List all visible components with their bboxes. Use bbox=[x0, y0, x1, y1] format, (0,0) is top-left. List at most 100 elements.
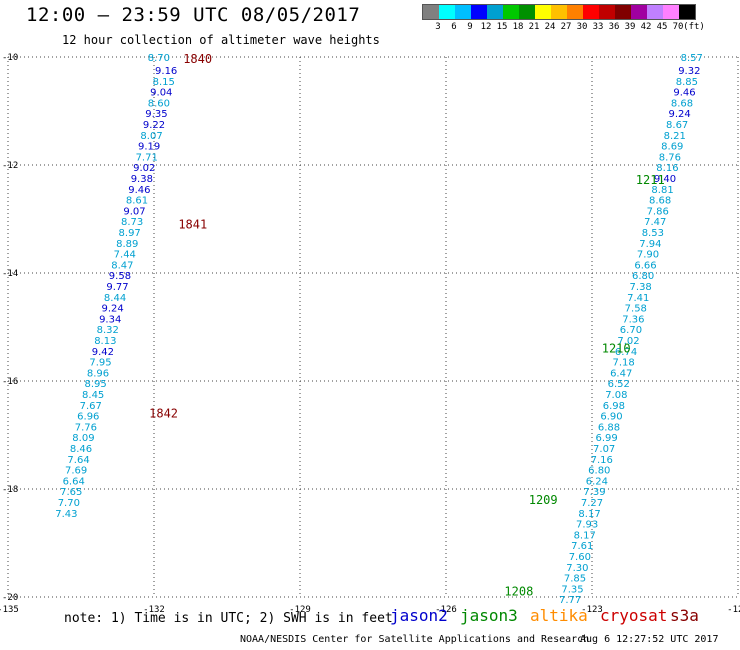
y-tick-label: -14 bbox=[2, 269, 18, 279]
wave-height-label: 9.22 bbox=[143, 120, 165, 131]
wave-height-label: 8.21 bbox=[664, 131, 686, 142]
map-subtitle: 12 hour collection of altimeter wave hei… bbox=[62, 33, 380, 47]
legend-swatch bbox=[503, 5, 519, 19]
legend-swatch bbox=[631, 5, 647, 19]
generation-timestamp: Aug 6 12:27:52 UTC 2017 bbox=[580, 634, 719, 645]
wave-height-label: 6.47 bbox=[610, 368, 632, 379]
wave-height-label: 7.76 bbox=[75, 422, 97, 433]
wave-height-label: 6.88 bbox=[598, 422, 620, 433]
x-tick-label: -129 bbox=[289, 605, 311, 615]
wave-height-label: 9.24 bbox=[102, 304, 124, 315]
wave-height-label: 7.70 bbox=[58, 498, 80, 509]
wave-height-label: 8.76 bbox=[659, 152, 681, 163]
satellite-legend-altika: altika bbox=[530, 606, 588, 625]
wave-height-label: 6.52 bbox=[608, 379, 630, 390]
legend-label: 21 bbox=[528, 22, 540, 32]
wave-height-label: 8.09 bbox=[72, 433, 94, 444]
wave-height-label: 8.70 bbox=[148, 53, 170, 64]
orbit-time-label: 1211 bbox=[636, 173, 665, 187]
legend-swatch bbox=[423, 5, 439, 19]
wave-height-label: 9.07 bbox=[123, 206, 145, 217]
legend-label: (ft) bbox=[683, 22, 705, 32]
satellite-legend-jason3: jason3 bbox=[460, 606, 518, 625]
orbit-time-label: 1840 bbox=[183, 52, 212, 66]
wave-height-label: 8.68 bbox=[649, 196, 671, 207]
wave-height-label: 8.47 bbox=[111, 260, 133, 271]
legend-label: 9 bbox=[467, 22, 473, 32]
wave-height-label: 8.81 bbox=[651, 185, 673, 196]
wave-height-label: 9.35 bbox=[145, 109, 167, 120]
legend-swatch bbox=[455, 5, 471, 19]
legend-swatch bbox=[663, 5, 679, 19]
x-tick-label: -135 bbox=[0, 605, 19, 615]
orbit-time-label: 1209 bbox=[529, 493, 558, 507]
wave-height-label: 7.90 bbox=[637, 250, 659, 261]
footer-note: note: 1) Time is in UTC; 2) SWH is in fe… bbox=[64, 611, 393, 626]
wave-height-label: 9.58 bbox=[109, 271, 131, 282]
x-tick-label: -132 bbox=[143, 605, 165, 615]
wave-height-label: 9.77 bbox=[106, 282, 128, 293]
wave-height-label: 7.43 bbox=[55, 509, 77, 520]
wave-height-label: 7.18 bbox=[613, 358, 635, 369]
wave-height-label: 8.32 bbox=[97, 325, 119, 336]
wave-height-label: 7.61 bbox=[571, 541, 593, 552]
wave-height-label: 8.95 bbox=[84, 379, 106, 390]
legend-label: 42 bbox=[640, 22, 652, 32]
credit-line: NOAA/NESDIS Center for Satellite Applica… bbox=[240, 634, 590, 645]
legend-swatch bbox=[647, 5, 663, 19]
wave-height-label: 8.16 bbox=[656, 163, 678, 174]
wave-height-label: 8.67 bbox=[666, 120, 688, 131]
legend-swatch bbox=[487, 5, 503, 19]
wave-height-label: 9.40 bbox=[654, 174, 676, 185]
wave-height-label: 7.94 bbox=[639, 239, 661, 250]
wave-height-label: 7.07 bbox=[593, 444, 615, 455]
wave-height-label: 6.90 bbox=[600, 412, 622, 423]
legend-labels: 3 6 9 12 15 18 21 24 27 30 33 36 39 42 45 70 (ft) bbox=[422, 20, 705, 34]
orbit-time-label: 1841 bbox=[178, 217, 207, 231]
wave-height-label: 6.96 bbox=[77, 412, 99, 423]
orbit-time-label: 1842 bbox=[149, 406, 178, 420]
wave-height-label: 7.65 bbox=[60, 487, 82, 498]
legend-swatch bbox=[551, 5, 567, 19]
wave-height-label: 9.32 bbox=[678, 66, 700, 77]
wave-height-label: 7.27 bbox=[581, 498, 603, 509]
y-tick-label: -20 bbox=[2, 593, 18, 603]
wave-height-label: 6.66 bbox=[634, 260, 656, 271]
legend-label: 39 bbox=[624, 22, 636, 32]
x-tick-label: -123 bbox=[581, 605, 603, 615]
wave-height-label: 6.64 bbox=[63, 476, 85, 487]
legend-label: 30 bbox=[576, 22, 588, 32]
wave-height-label: 6.80 bbox=[588, 466, 610, 477]
wave-height-label: 8.85 bbox=[676, 77, 698, 88]
wave-height-label: 7.44 bbox=[114, 250, 136, 261]
wave-height-label: 6.70 bbox=[620, 325, 642, 336]
y-tick-label: -18 bbox=[2, 485, 18, 495]
wave-height-label: 7.16 bbox=[591, 455, 613, 466]
x-tick-label: -120 bbox=[727, 605, 740, 615]
wave-height-label: 7.39 bbox=[583, 487, 605, 498]
wave-height-label: 7.85 bbox=[564, 574, 586, 585]
wave-height-label: 7.77 bbox=[559, 595, 581, 606]
wave-height-label: 7.93 bbox=[576, 520, 598, 531]
wave-height-label: 7.47 bbox=[644, 217, 666, 228]
orbit-time-label: 1210 bbox=[602, 342, 631, 356]
wave-height-label: 9.42 bbox=[92, 347, 114, 358]
map-title: 12:00 — 23:59 UTC 08/05/2017 bbox=[26, 4, 361, 26]
wave-height-label: 6.24 bbox=[586, 476, 608, 487]
wave-height-label: 9.04 bbox=[150, 88, 172, 99]
wave-height-label: 8.96 bbox=[87, 368, 109, 379]
legend-label: 27 bbox=[560, 22, 572, 32]
x-tick-label: -126 bbox=[435, 605, 457, 615]
wave-height-label: 8.07 bbox=[140, 131, 162, 142]
legend-label: 18 bbox=[512, 22, 524, 32]
orbit-time-label: 1208 bbox=[504, 585, 533, 599]
legend-label: 33 bbox=[592, 22, 604, 32]
wave-height-label: 7.67 bbox=[80, 401, 102, 412]
wave-height-label: 8.17 bbox=[578, 509, 600, 520]
wave-height-label: 7.69 bbox=[65, 466, 87, 477]
y-tick-label: -12 bbox=[2, 161, 18, 171]
legend-swatch bbox=[583, 5, 599, 19]
wave-height-label: 8.15 bbox=[153, 77, 175, 88]
wave-height-label: 8.69 bbox=[661, 142, 683, 153]
legend-swatch bbox=[439, 5, 455, 19]
